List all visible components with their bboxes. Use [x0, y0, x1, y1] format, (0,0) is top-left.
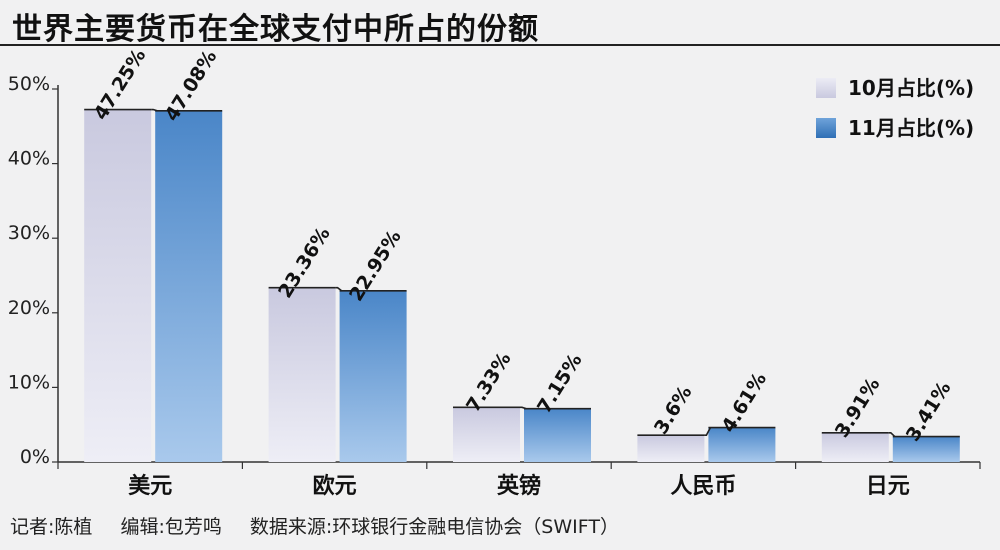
bar-connector: [888, 432, 896, 438]
x-category-label: 日元: [866, 474, 910, 499]
legend-label: 10月占比(%): [848, 76, 974, 100]
x-category-label: 欧元: [313, 473, 357, 499]
bar-connector: [335, 286, 343, 292]
bar-nov: [155, 110, 223, 462]
y-tick-label: 40%: [8, 148, 50, 170]
x-category-label: 美元: [128, 473, 172, 499]
reporter-credit: 记者:陈植: [10, 516, 93, 538]
y-tick-label: 30%: [8, 222, 50, 244]
legend-swatch-nov: [816, 118, 836, 138]
y-tick-label: 10%: [8, 371, 50, 393]
bar-connector: [520, 406, 527, 410]
footer-credits: 记者:陈植 编辑:包芳鸣 数据来源:环球银行金融电信协会（SWIFT）: [10, 512, 641, 539]
y-tick-label: 50%: [8, 73, 50, 95]
x-category-label: 人民币: [670, 474, 736, 499]
title-divider: [0, 44, 1000, 46]
data-source: 数据来源:环球银行金融电信协会（SWIFT）: [249, 516, 619, 538]
bar-nov: [524, 408, 591, 462]
bar-chart: 0%10%20%30%40%50%美元 欧元 英镑 人民币 日元 47.25% 47.08…: [8, 45, 981, 499]
bar-connector: [151, 108, 158, 112]
bar-nov: [708, 427, 776, 462]
legend-label: 11月占比(%): [848, 116, 974, 140]
bar-nov: [339, 290, 407, 462]
bar-connector: [704, 427, 712, 436]
bar-oct: [453, 407, 520, 462]
bar-oct: [821, 432, 889, 462]
y-tick-label: 0%: [20, 446, 50, 468]
data-label: 4.61%: [717, 369, 771, 437]
data-label: 3.6%: [650, 382, 697, 438]
bar-oct: [268, 287, 336, 462]
y-tick-label: 20%: [8, 297, 50, 319]
x-category-label: 英镑: [497, 473, 541, 499]
editor-credit: 编辑:包芳鸣: [120, 516, 222, 538]
legend-swatch-oct: [816, 78, 836, 98]
bar-nov: [892, 436, 960, 462]
chart-title: 世界主要货币在全球支付中所占的份额: [12, 12, 539, 47]
data-label: 3.41%: [902, 378, 956, 446]
data-label: 3.91%: [831, 374, 885, 442]
data-label: 7.15%: [533, 350, 587, 418]
bar-oct: [637, 435, 705, 462]
bar-oct: [84, 109, 152, 462]
data-label: 7.33%: [462, 348, 516, 416]
